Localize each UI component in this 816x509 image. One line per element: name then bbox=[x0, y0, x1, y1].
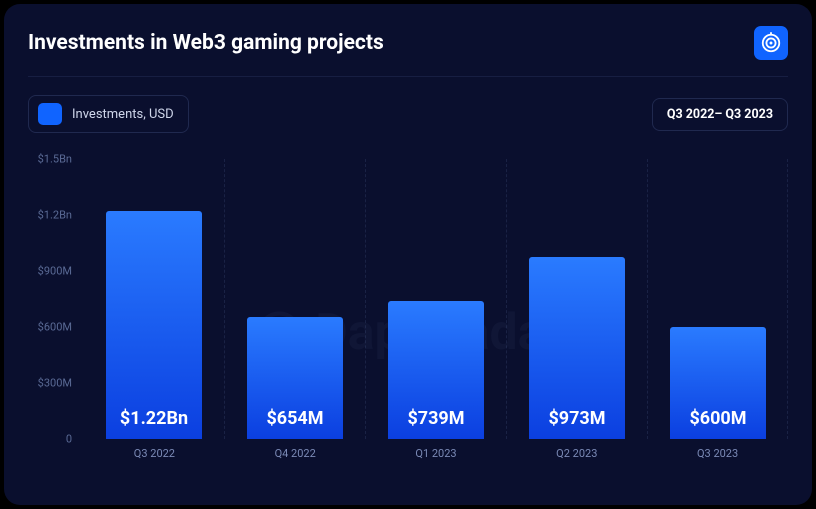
legend-row: Investments, USD Q3 2022– Q3 2023 bbox=[28, 95, 788, 133]
y-tick: $900M bbox=[38, 265, 72, 278]
y-tick: $1.5Bn bbox=[38, 153, 72, 166]
chart-column: $600M bbox=[647, 159, 788, 439]
x-tick-label: Q4 2022 bbox=[225, 447, 366, 460]
bar: $1.22Bn bbox=[106, 211, 201, 439]
legend: Investments, USD bbox=[28, 95, 189, 133]
x-axis: Q3 2022Q4 2022Q1 2023Q2 2023Q3 2023 bbox=[84, 447, 788, 460]
header: Investments in Web3 gaming projects bbox=[28, 26, 788, 77]
x-tick-label: Q2 2023 bbox=[506, 447, 647, 460]
x-tick-label: Q1 2023 bbox=[366, 447, 507, 460]
brand-logo bbox=[754, 26, 788, 60]
x-tick-label: Q3 2023 bbox=[647, 447, 788, 460]
plot-area: $1.22Bn $654M $739M $973M $600M bbox=[84, 159, 788, 439]
bar-chart: DappRadar 0$300M$600M$900M$1.2Bn$1.5Bn $… bbox=[28, 159, 788, 469]
page-title: Investments in Web3 gaming projects bbox=[28, 31, 384, 55]
radar-icon bbox=[760, 32, 782, 54]
x-tick-label: Q3 2022 bbox=[84, 447, 225, 460]
chart-card: Investments in Web3 gaming projects Inve… bbox=[4, 4, 812, 505]
bar-value-label: $600M bbox=[689, 408, 746, 429]
y-tick: $1.2Bn bbox=[38, 209, 72, 222]
chart-column: $973M bbox=[506, 159, 647, 439]
legend-label: Investments, USD bbox=[72, 107, 174, 122]
y-tick: $600M bbox=[38, 321, 72, 334]
bar-value-label: $739M bbox=[407, 408, 464, 429]
y-tick: $300M bbox=[38, 377, 72, 390]
y-axis: 0$300M$600M$900M$1.2Bn$1.5Bn bbox=[28, 159, 78, 439]
bar-value-label: $973M bbox=[548, 408, 605, 429]
bar: $600M bbox=[670, 327, 765, 439]
chart-column: $654M bbox=[224, 159, 365, 439]
bar-value-label: $654M bbox=[266, 408, 323, 429]
range-badge: Q3 2022– Q3 2023 bbox=[652, 98, 788, 131]
chart-column: $739M bbox=[365, 159, 506, 439]
bar-value-label: $1.22Bn bbox=[120, 408, 188, 429]
chart-column: $1.22Bn bbox=[84, 159, 224, 439]
bar: $973M bbox=[529, 257, 624, 439]
bar: $654M bbox=[247, 317, 342, 439]
bar: $739M bbox=[388, 301, 483, 439]
y-tick: 0 bbox=[66, 433, 72, 446]
legend-swatch bbox=[38, 103, 62, 125]
